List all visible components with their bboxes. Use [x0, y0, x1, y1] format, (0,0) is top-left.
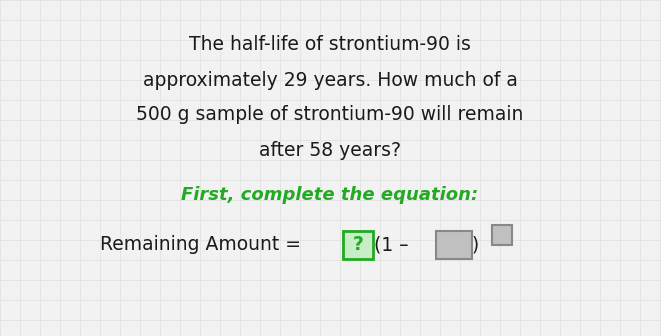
Text: after 58 years?: after 58 years? [259, 140, 401, 160]
Text: approximately 29 years. How much of a: approximately 29 years. How much of a [143, 71, 518, 89]
Text: ?: ? [352, 236, 364, 254]
FancyBboxPatch shape [492, 225, 512, 245]
Text: Remaining Amount =: Remaining Amount = [100, 236, 307, 254]
FancyBboxPatch shape [343, 231, 373, 259]
Text: (1 –: (1 – [374, 236, 414, 254]
Text: 500 g sample of strontium-90 will remain: 500 g sample of strontium-90 will remain [136, 106, 524, 125]
Text: First, complete the equation:: First, complete the equation: [181, 186, 479, 204]
Text: ): ) [472, 236, 479, 254]
FancyBboxPatch shape [436, 231, 472, 259]
Text: The half-life of strontium-90 is: The half-life of strontium-90 is [189, 36, 471, 54]
